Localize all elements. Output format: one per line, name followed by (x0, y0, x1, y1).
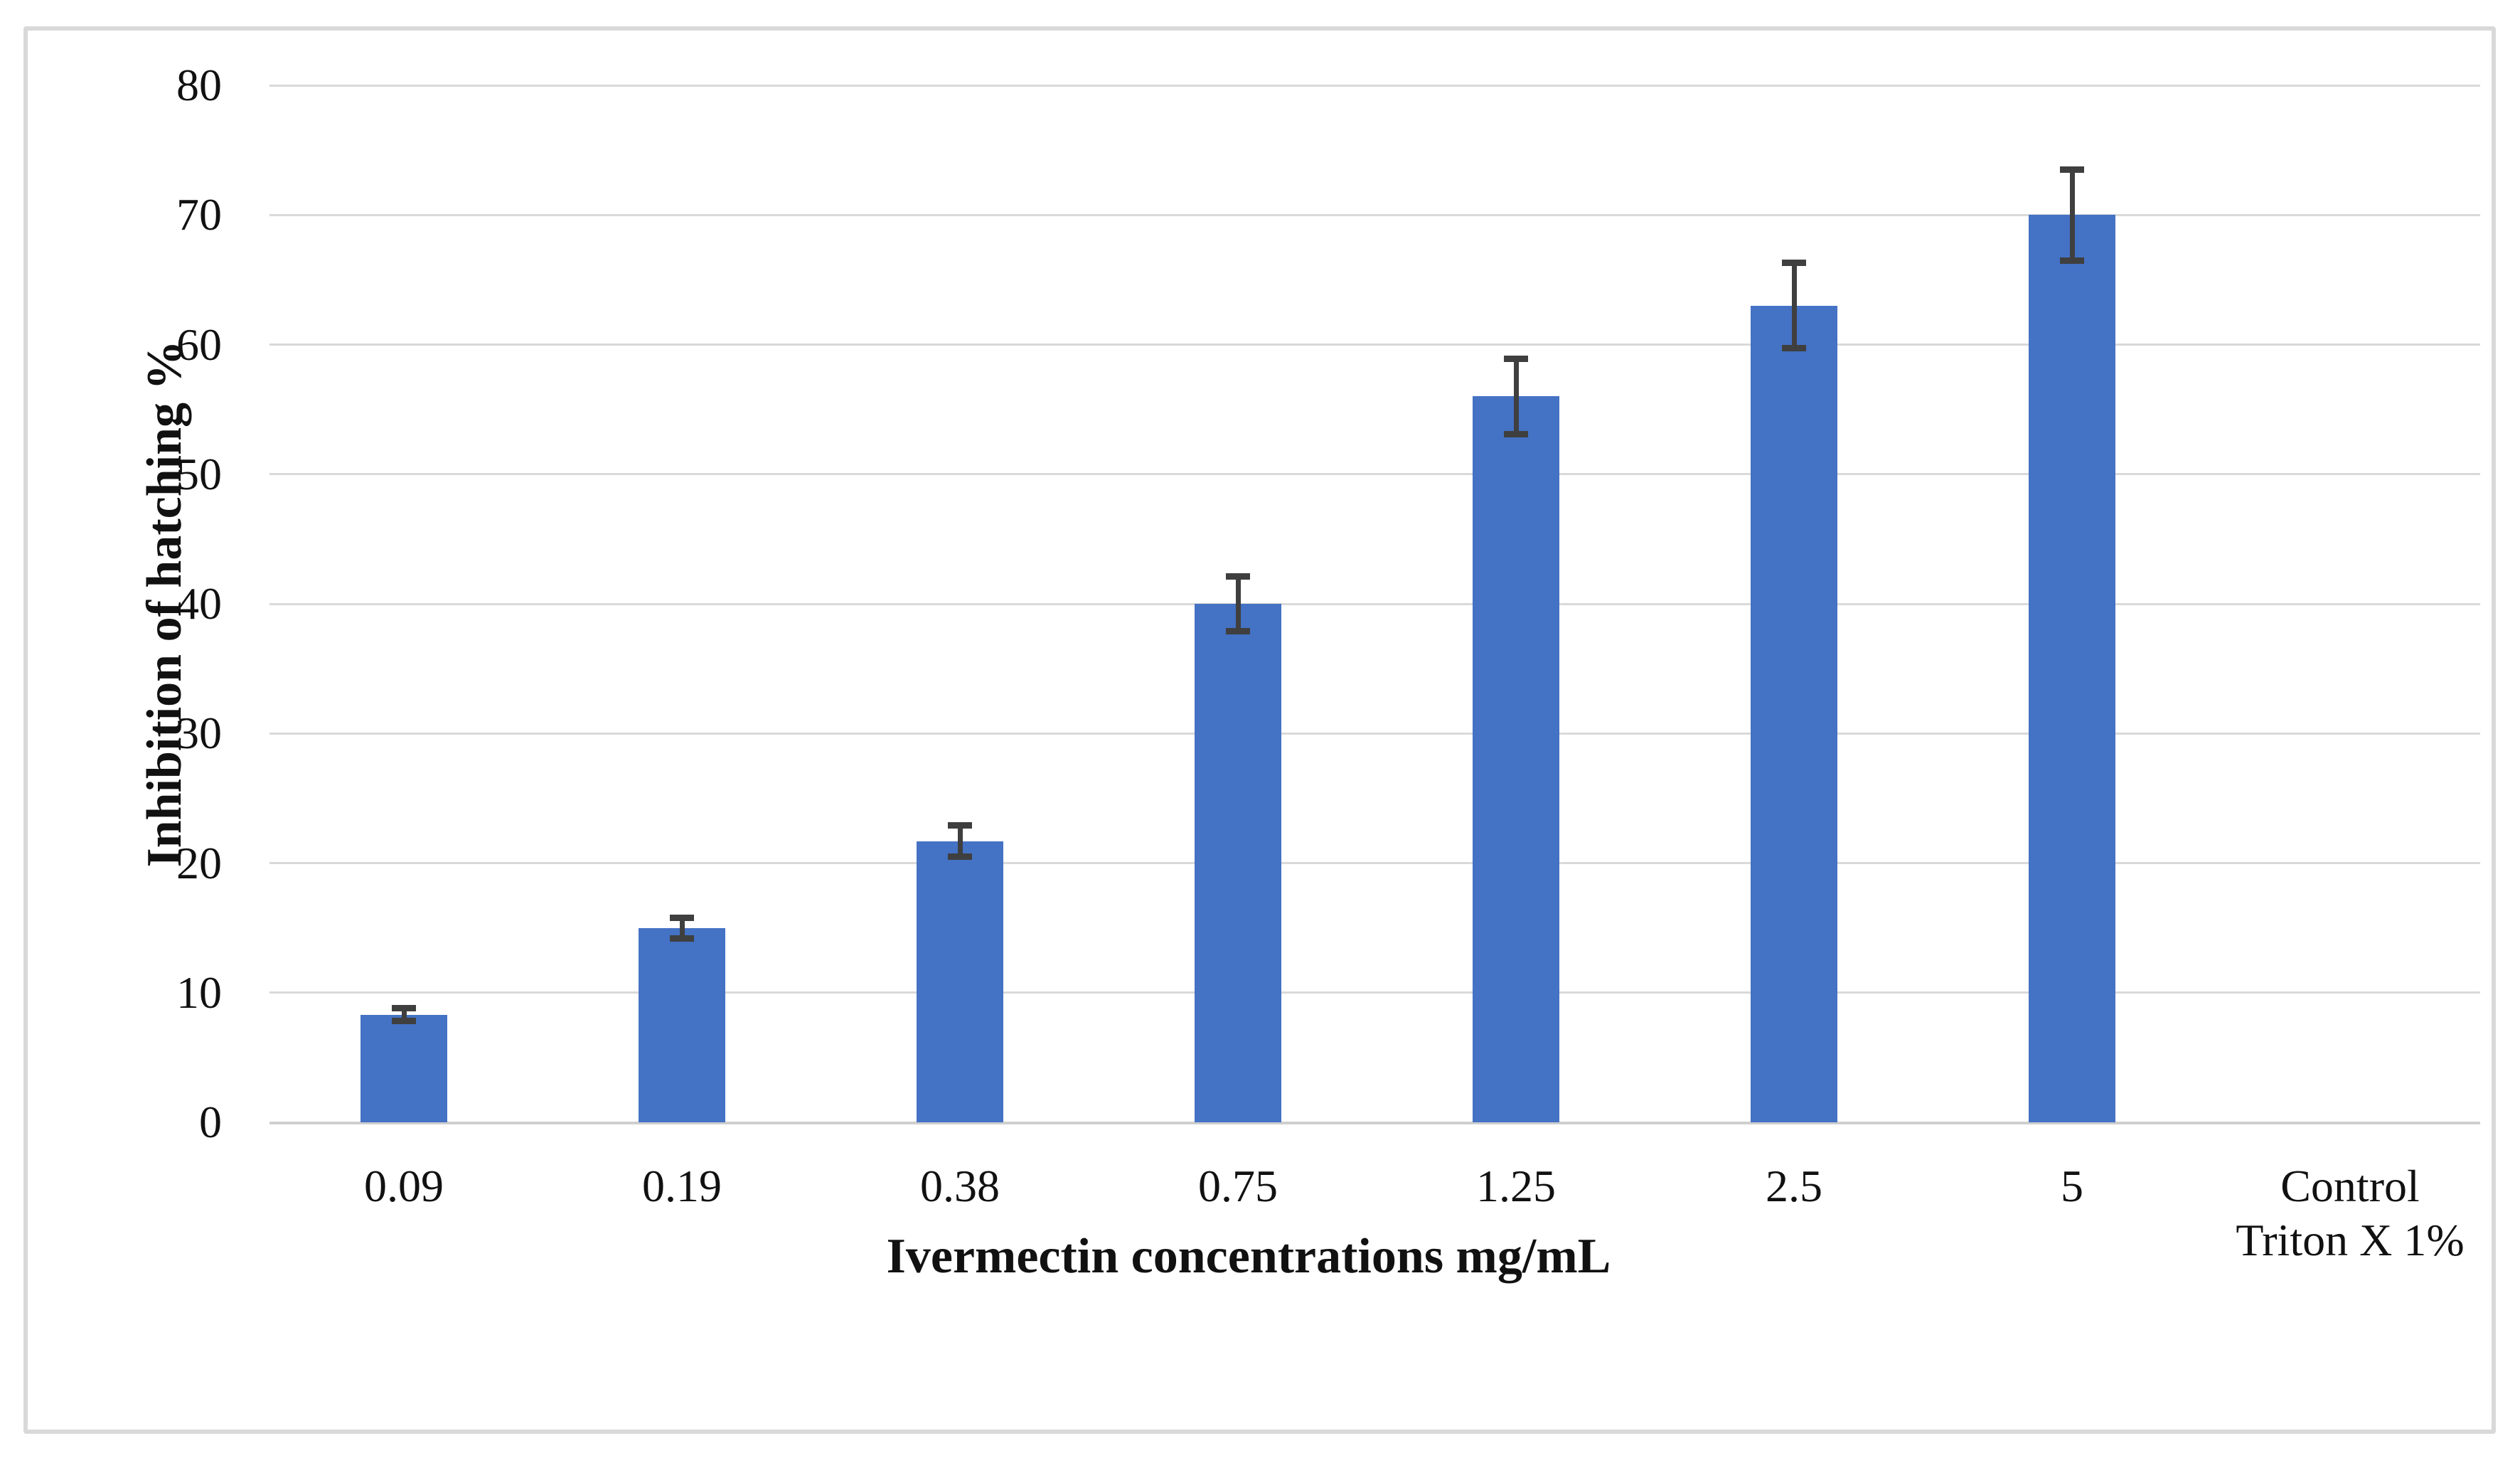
x-tick-label: Control Triton X 1% (2236, 1161, 2465, 1265)
error-bar-cap-bottom (1226, 627, 1250, 634)
error-bar-cap-top (948, 822, 972, 829)
error-bar-cap-bottom (1782, 345, 1806, 352)
error-bar-cap-top (670, 914, 694, 921)
error-bar-whisker (401, 1008, 407, 1021)
error-bar-cap-bottom (2060, 257, 2084, 264)
y-tick-label: 0 (199, 1097, 222, 1147)
error-bar-cap-top (1782, 260, 1806, 267)
x-tick-label: 5 (2061, 1161, 2083, 1211)
gridline (269, 473, 2480, 476)
x-tick-label: 2.5 (1766, 1161, 1822, 1211)
y-tick-label: 70 (176, 189, 222, 240)
x-axis-title: Ivermectin concentrations mg/mL (886, 1229, 1611, 1284)
error-bar-whisker (957, 825, 963, 857)
bar (917, 841, 1003, 1122)
x-tick-label: 0.19 (642, 1161, 722, 1211)
bar (1751, 305, 1837, 1122)
x-tick-label: 1.25 (1476, 1161, 1556, 1211)
error-bar-whisker (679, 917, 685, 939)
error-bar-cap-top (1226, 573, 1250, 580)
y-tick-label: 60 (176, 319, 222, 370)
bar (1195, 604, 1281, 1122)
error-bar-cap-top (392, 1005, 416, 1012)
y-tick-label: 10 (176, 967, 222, 1018)
bar (361, 1014, 447, 1122)
error-bar-cap-top (2060, 166, 2084, 173)
bar (639, 927, 725, 1122)
y-tick-label: 80 (176, 60, 222, 110)
bar (2029, 215, 2115, 1122)
gridline (269, 732, 2480, 735)
gridline (269, 991, 2480, 994)
gridline (269, 213, 2480, 216)
y-tick-label: 40 (176, 578, 222, 629)
x-tick-label: 0.38 (920, 1161, 1000, 1211)
error-bar-whisker (2069, 169, 2075, 261)
x-tick-label: 0.75 (1198, 1161, 1278, 1211)
gridline (269, 602, 2480, 605)
gridline (269, 862, 2480, 864)
gridline (269, 84, 2480, 87)
y-tick-label: 30 (176, 708, 222, 759)
x-tick-label: 0.09 (364, 1161, 444, 1211)
gridline (269, 1121, 2480, 1124)
error-bar-cap-bottom (1504, 430, 1528, 437)
gridline (269, 344, 2480, 346)
bar (1473, 396, 1559, 1122)
error-bar-cap-bottom (948, 853, 972, 860)
error-bar-whisker (1513, 358, 1519, 435)
error-bar-whisker (1235, 576, 1241, 632)
y-tick-label: 20 (176, 837, 222, 888)
error-bar-cap-bottom (670, 935, 694, 942)
error-bar-cap-top (1504, 356, 1528, 363)
error-bar-whisker (1791, 262, 1797, 348)
y-axis-title: Inhibition of hatching % (137, 340, 192, 868)
error-bar-cap-bottom (392, 1018, 416, 1025)
y-tick-label: 50 (176, 448, 222, 499)
